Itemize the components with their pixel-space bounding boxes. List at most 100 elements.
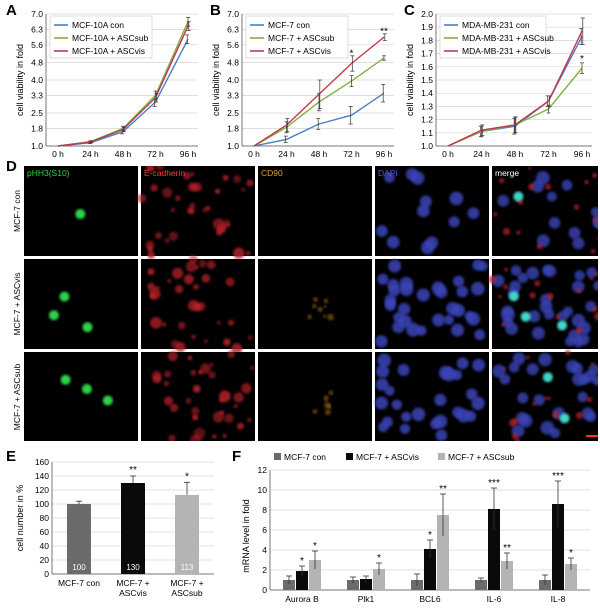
legend-label: MCF-7 + ASCsub [448, 452, 515, 462]
channel-label: DAPI [378, 168, 398, 178]
cell-signal [191, 334, 196, 340]
bar-series-1 [347, 580, 359, 590]
y-tick-label: 7.0 [227, 9, 239, 19]
y-tick-label: 100 [35, 499, 49, 509]
cell-signal [206, 260, 216, 270]
y-axis-label: cell viability in fold [16, 44, 25, 116]
cell-signal [48, 310, 59, 321]
panel-letter-c: C [404, 2, 415, 19]
x-tick-label: MCF-7 + [170, 578, 203, 588]
cell-signal [581, 407, 595, 420]
y-tick-label: 160 [35, 457, 49, 467]
cell-signal [466, 388, 478, 401]
cell-signal [60, 374, 71, 385]
cell-signal [203, 339, 209, 344]
chart-f-mrna-levels: mRNA level in fold 0 2 4 6 8 10 12 MCF-7 con MCF-… [241, 452, 590, 604]
cell-signal [187, 355, 193, 361]
panel-letter-a: A [6, 2, 17, 19]
cell-signal [155, 286, 161, 292]
panel-letter-d: D [6, 158, 17, 175]
cell-signal [397, 302, 411, 316]
cell-signal [548, 217, 561, 229]
cell-signal [147, 246, 154, 253]
bar-value-label: 100 [72, 563, 86, 572]
x-tick-label: BCL6 [419, 594, 441, 604]
cell-signal [307, 314, 313, 320]
cell-signal [508, 291, 519, 302]
significance-mark: * [569, 548, 573, 559]
cell-signal [323, 395, 329, 401]
y-tick-label: 1.8 [31, 123, 43, 133]
channel-label: merge [495, 168, 519, 178]
legend-label: MCF-7 + ASCvis [268, 46, 331, 56]
y-tick-label: 1.9 [421, 22, 433, 32]
cell-signal [472, 358, 486, 372]
y-axis-label: cell number in % [15, 485, 25, 552]
cell-signal [471, 281, 485, 296]
micrograph-tile: DAPI [375, 166, 489, 256]
cell-signal [435, 429, 448, 442]
cell-signal [571, 280, 585, 294]
cell-signal [241, 383, 252, 394]
cell-signal [493, 212, 498, 217]
cell-signal [594, 272, 599, 277]
cell-signal [492, 364, 506, 378]
cell-signal [163, 380, 170, 387]
y-tick-label: 2.5 [227, 108, 239, 118]
cell-signal [451, 323, 465, 337]
y-tick-label: 1.0 [227, 141, 239, 151]
cell-signal [162, 187, 173, 198]
cell-signal [546, 292, 554, 300]
channel-label: CD90 [261, 168, 283, 178]
micrograph-tile [492, 349, 600, 444]
micrograph-background [258, 166, 372, 256]
cell-signal [187, 206, 195, 215]
cell-signal [195, 265, 200, 270]
cell-signal [449, 191, 464, 206]
cell-signal [498, 177, 505, 184]
cell-signal [375, 335, 388, 348]
cell-signal [399, 423, 411, 434]
cell-signal [170, 340, 180, 349]
y-tick-label: 20 [40, 555, 50, 565]
cell-signal [590, 361, 595, 366]
cell-signal [568, 227, 581, 240]
x-tick-label-line2: ASCvis [119, 588, 147, 598]
panel-letter-b: B [210, 2, 221, 19]
cell-signal [533, 394, 545, 406]
x-tick-label: 96 h [574, 149, 591, 159]
cell-signal [509, 280, 522, 293]
cell-signal [233, 175, 242, 184]
cell-signal [174, 284, 184, 294]
micrograph-tile: CD90 [258, 166, 372, 256]
y-tick-label: 4.0 [31, 75, 43, 85]
cell-signal [584, 179, 590, 185]
micrograph-tile [375, 259, 489, 349]
legend-label: MDA-MB-231 + ASCvis [462, 46, 551, 56]
cell-signal [188, 254, 198, 264]
chart-e-cell-number: cell number in % 0 20 40 60 80 100 120 140 160 100… [15, 457, 214, 598]
x-tick-label: 48 h [311, 149, 328, 159]
cell-signal [227, 350, 236, 359]
legend-label: MCF-10A con [72, 20, 124, 30]
micrograph-tile: pHH3(S10) [24, 166, 138, 256]
legend-label: MCF-7 con [268, 20, 310, 30]
cell-signal [205, 205, 211, 211]
cell-signal [511, 433, 518, 440]
cell-signal [405, 168, 419, 181]
cell-signal [167, 351, 178, 362]
cell-signal [472, 259, 484, 271]
y-tick-label: 1.8 [421, 35, 433, 45]
cell-signal [192, 385, 201, 393]
y-tick-label: 1.8 [227, 123, 239, 133]
cell-signal [246, 417, 252, 423]
micrograph-tile [24, 259, 138, 349]
cell-signal [471, 396, 485, 411]
cell-signal [534, 280, 541, 287]
cell-signal [590, 207, 600, 218]
cell-signal [547, 396, 551, 401]
x-tick-label: 96 h [376, 149, 393, 159]
cell-signal [451, 369, 463, 381]
cell-signal [245, 250, 251, 256]
y-tick-label: 4.0 [227, 75, 239, 85]
